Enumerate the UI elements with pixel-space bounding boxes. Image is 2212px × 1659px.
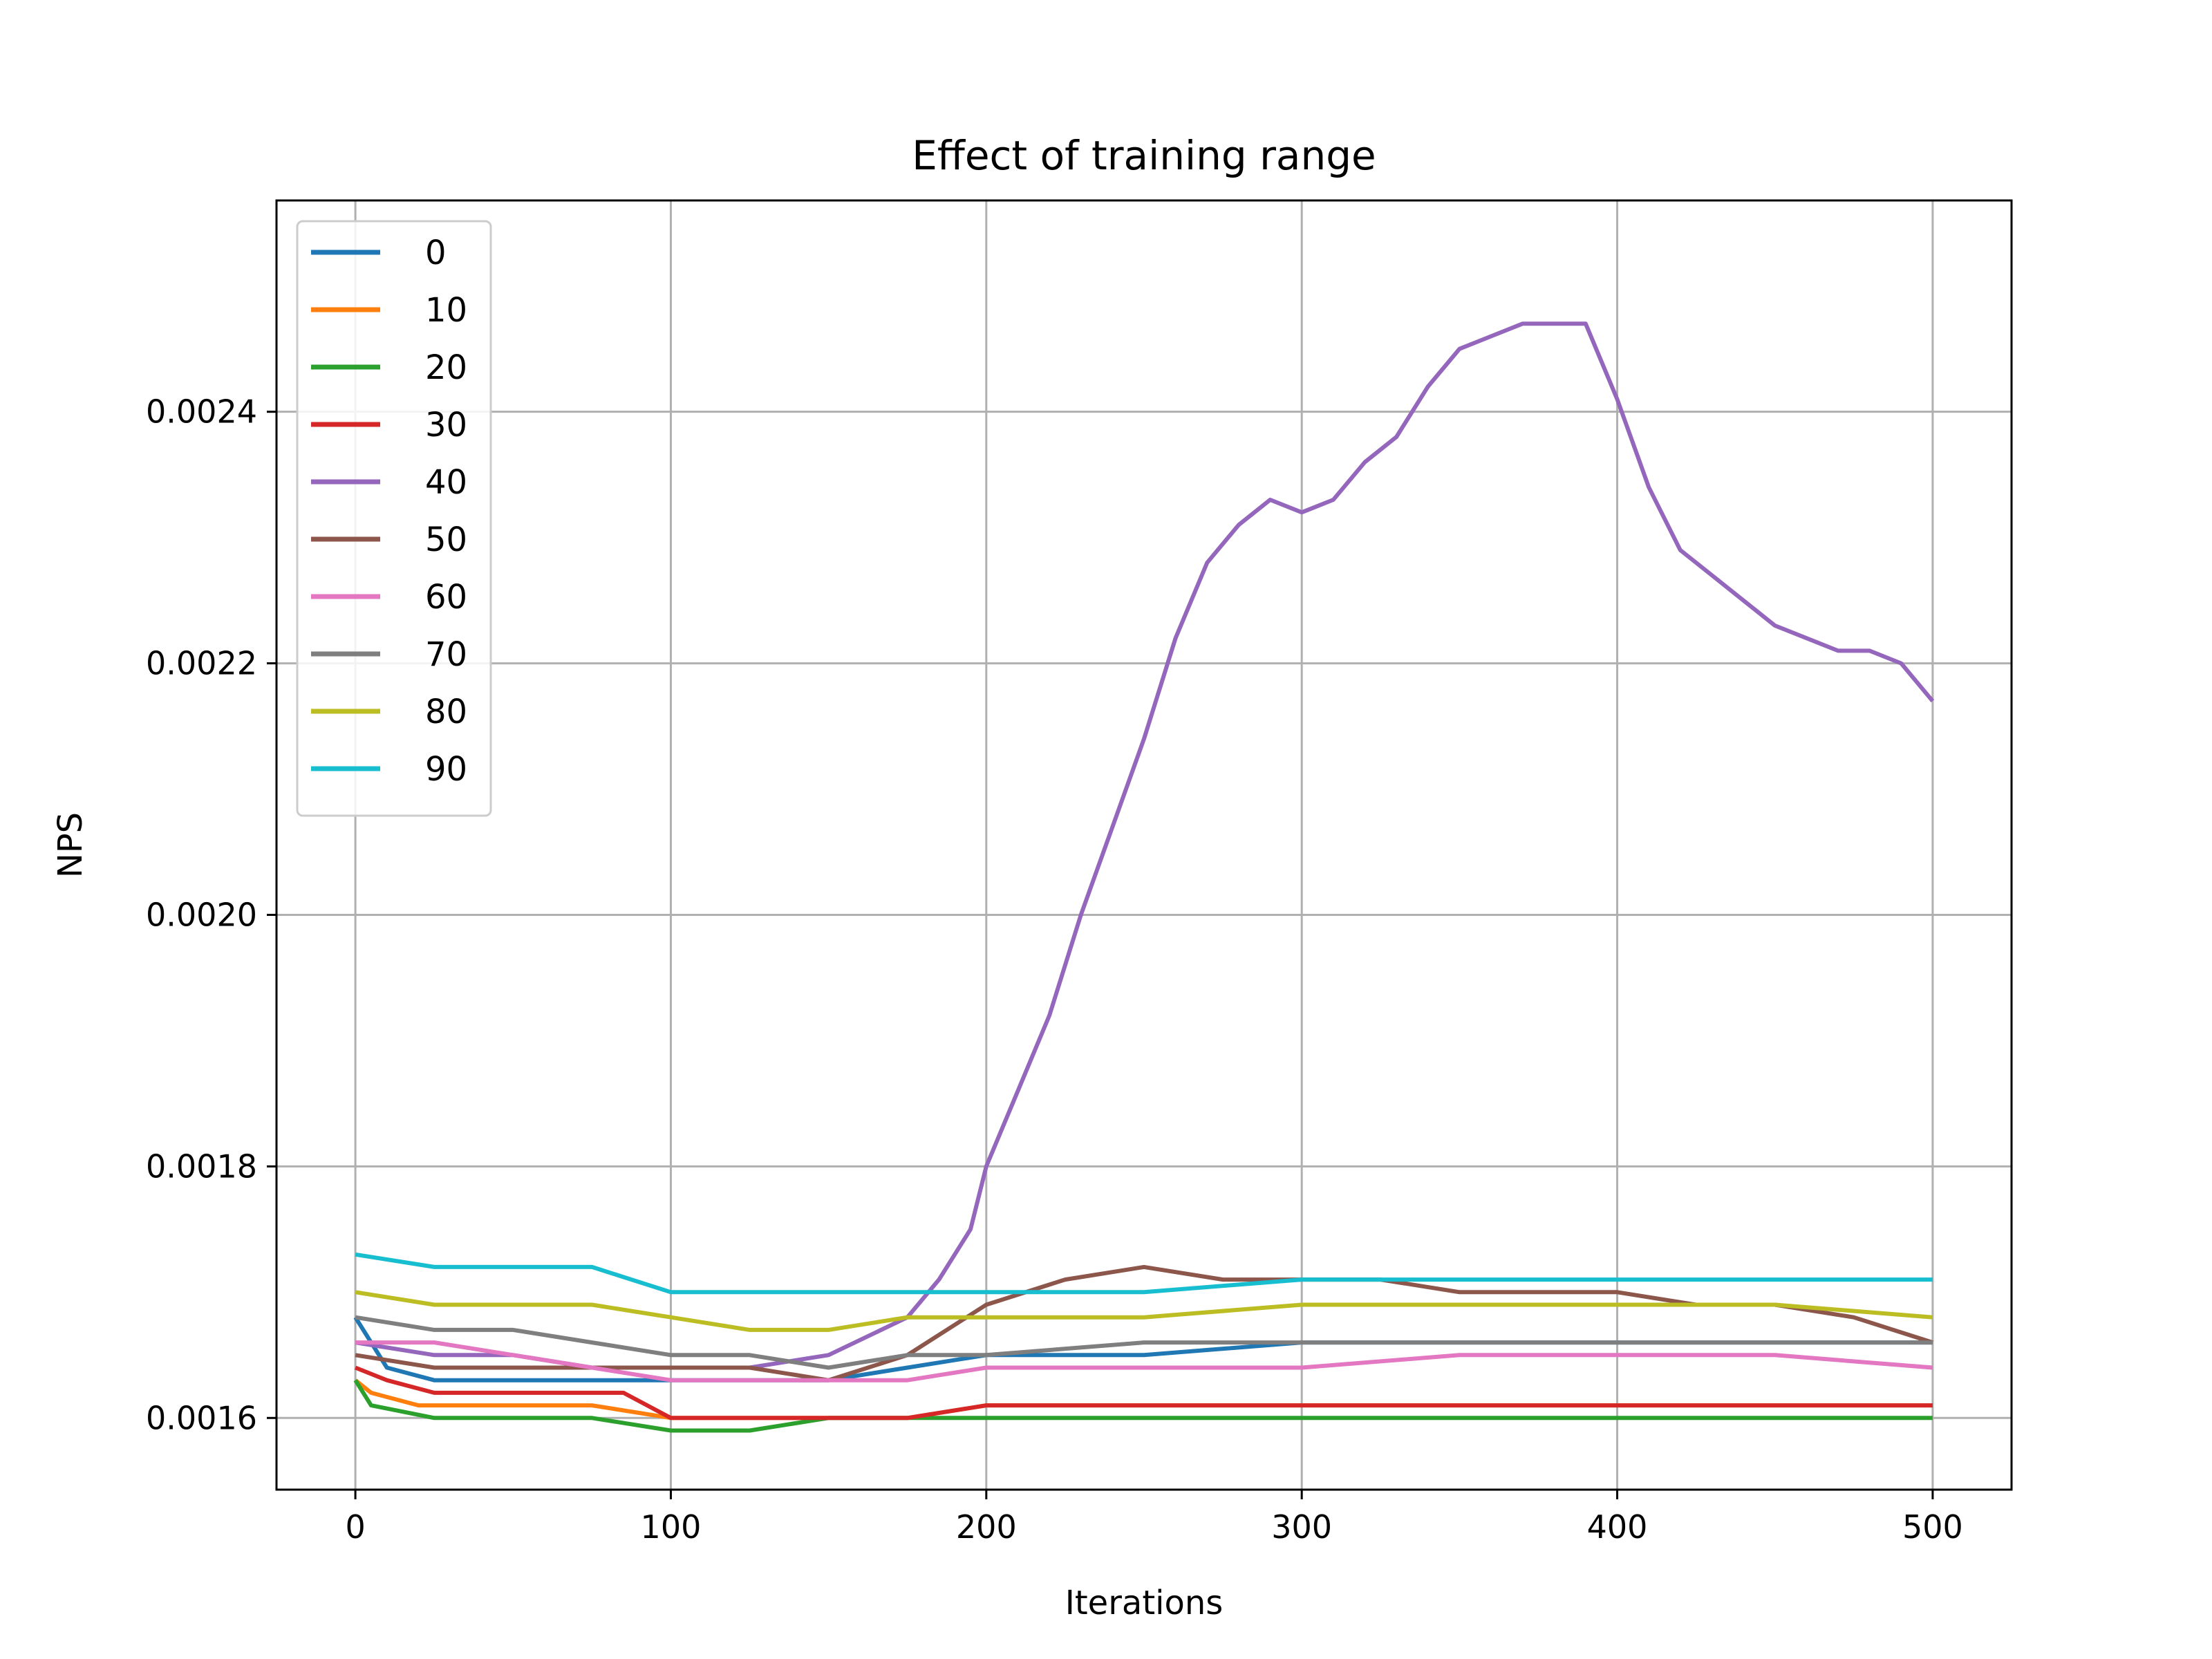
legend-label-70: 70 <box>425 635 467 674</box>
legend-label-10: 10 <box>425 291 467 330</box>
y-tick-label: 0.0016 <box>146 1399 257 1436</box>
series-line-70 <box>355 1315 1933 1370</box>
grid-lines <box>276 200 2012 1490</box>
y-tick-label: 0.0022 <box>146 645 257 682</box>
series-line-60 <box>355 1340 1933 1382</box>
axis-ticks: 0 100 200 300 400 500 0.0016 0.0018 0.0020 0.0022… <box>146 393 1963 1546</box>
series-line-80 <box>355 1290 1933 1332</box>
legend-label-40: 40 <box>425 463 467 502</box>
chart-title: Effect of training range <box>912 132 1376 179</box>
plot-series <box>353 321 1935 1433</box>
x-tick-label: 300 <box>1271 1508 1332 1546</box>
x-axis-label: Iterations <box>1065 1584 1224 1622</box>
x-tick-label: 200 <box>956 1508 1017 1546</box>
series-line-30 <box>354 1365 1933 1421</box>
x-tick-label: 500 <box>1902 1508 1963 1546</box>
legend-box <box>296 220 492 817</box>
y-tick-label: 0.0020 <box>146 896 257 933</box>
x-tick-label: 400 <box>1587 1508 1648 1546</box>
legend-label-60: 60 <box>425 578 467 617</box>
series-line-40 <box>355 321 1935 1370</box>
y-axis-label: NPS <box>51 812 90 878</box>
y-tick-label: 0.0024 <box>146 393 257 431</box>
legend-label-20: 20 <box>425 348 467 387</box>
legend-label-90: 90 <box>425 750 467 789</box>
legend-label-50: 50 <box>425 521 467 559</box>
legend-label-30: 30 <box>425 406 467 444</box>
legend-label-0: 0 <box>425 234 447 272</box>
axes-frame <box>275 199 2013 1491</box>
y-tick-label: 0.0018 <box>146 1147 257 1185</box>
x-tick-label: 100 <box>641 1508 702 1546</box>
legend-label-80: 80 <box>425 693 467 731</box>
series-line-50 <box>355 1264 1933 1382</box>
legend: 0 10 20 30 40 50 60 70 80 90 <box>296 220 492 817</box>
series-line-90 <box>355 1252 1933 1295</box>
x-tick-label: 0 <box>345 1508 365 1546</box>
